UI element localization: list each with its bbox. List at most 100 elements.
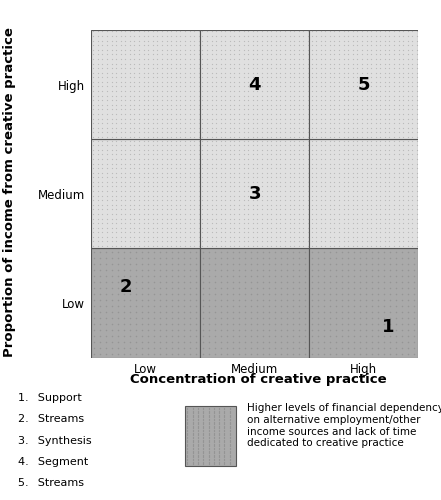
Point	[240, 74, 247, 82]
Point	[240, 228, 247, 236]
Point	[351, 290, 358, 298]
Point	[94, 124, 101, 132]
Point	[222, 68, 229, 76]
Point	[189, 458, 196, 466]
Point	[245, 92, 252, 100]
Point	[308, 214, 315, 222]
Point	[277, 192, 284, 200]
Point	[199, 50, 206, 58]
Point	[127, 92, 134, 100]
Point	[108, 206, 115, 214]
Point	[217, 114, 224, 122]
Point	[150, 296, 157, 304]
Point	[177, 87, 184, 95]
Point	[345, 160, 352, 168]
Point	[409, 68, 416, 76]
Point	[187, 272, 194, 280]
Point	[363, 266, 370, 274]
Point	[290, 260, 297, 268]
Point	[414, 28, 421, 36]
Point	[200, 438, 207, 446]
Point	[199, 174, 206, 182]
Point	[336, 210, 343, 218]
Point	[108, 196, 115, 204]
Point	[359, 242, 366, 250]
Point	[181, 219, 188, 227]
Point	[249, 196, 256, 204]
Point	[363, 55, 370, 63]
Point	[108, 178, 115, 186]
Point	[240, 155, 247, 163]
Point	[290, 266, 297, 274]
Point	[181, 68, 188, 76]
Point	[210, 450, 217, 458]
Point	[226, 164, 233, 172]
Point	[387, 344, 394, 352]
Point	[203, 150, 210, 158]
Point	[184, 416, 191, 424]
Point	[387, 260, 394, 268]
Point	[163, 160, 170, 168]
Point	[127, 110, 134, 118]
Point	[317, 164, 324, 172]
Point	[226, 219, 233, 227]
Point	[395, 64, 402, 72]
Point	[99, 164, 106, 172]
Point	[295, 260, 303, 268]
Point	[226, 410, 233, 418]
Point	[409, 101, 416, 109]
Point	[216, 410, 223, 418]
Point	[192, 254, 199, 262]
Point	[340, 74, 347, 82]
Point	[258, 146, 265, 154]
Point	[191, 182, 198, 190]
Point	[395, 160, 402, 168]
Point	[213, 168, 220, 176]
Point	[386, 78, 393, 86]
Point	[181, 182, 188, 190]
Point	[90, 178, 97, 186]
Point	[313, 128, 320, 136]
Point	[272, 210, 279, 218]
Point	[286, 87, 293, 95]
Point	[414, 160, 421, 168]
Point	[313, 28, 320, 36]
Point	[158, 146, 165, 154]
Point	[340, 92, 347, 100]
Point	[226, 416, 233, 424]
Point	[247, 254, 254, 262]
Point	[212, 350, 219, 358]
Point	[99, 192, 106, 200]
Point	[217, 82, 224, 90]
Point	[321, 314, 328, 322]
Point	[104, 124, 111, 132]
Point	[194, 426, 202, 434]
Point	[235, 164, 243, 172]
Point	[368, 136, 375, 144]
Point	[249, 46, 256, 54]
Point	[333, 314, 340, 322]
Point	[277, 78, 284, 86]
Point	[90, 326, 97, 334]
Point	[404, 155, 411, 163]
Point	[254, 110, 261, 118]
Point	[189, 427, 196, 435]
Point	[284, 266, 291, 274]
Point	[336, 87, 343, 95]
Point	[260, 344, 267, 352]
Point	[322, 92, 329, 100]
Point	[340, 128, 347, 136]
Point	[395, 92, 402, 100]
Point	[268, 82, 275, 90]
Point	[226, 414, 233, 422]
Point	[149, 164, 157, 172]
Point	[375, 338, 382, 346]
Point	[278, 344, 285, 352]
Point	[217, 201, 224, 209]
Point	[226, 41, 233, 49]
Point	[326, 206, 333, 214]
Point	[272, 78, 279, 86]
Point	[258, 55, 265, 63]
Point	[281, 28, 288, 36]
Point	[205, 414, 212, 422]
